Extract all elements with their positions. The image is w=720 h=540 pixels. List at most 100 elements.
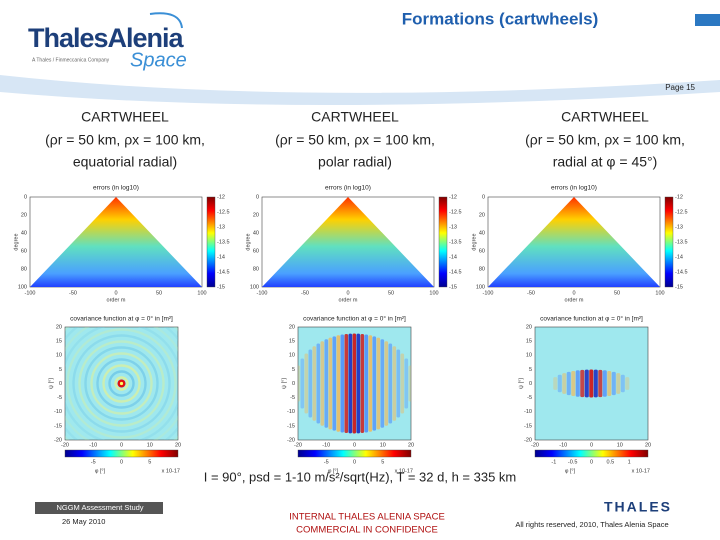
x-axis-label: order m [107, 297, 126, 303]
x-tick-label: -10 [89, 442, 97, 448]
x-tick-label: 10 [380, 442, 386, 448]
stripe [384, 341, 389, 426]
thales-logo: THALES [604, 499, 672, 515]
colorbar-tick: -14.5 [675, 269, 688, 275]
stripe [396, 349, 401, 418]
stripe [364, 334, 369, 433]
stripe [392, 346, 397, 421]
plot-title: errors (in log10) [93, 185, 139, 192]
stripe [607, 370, 612, 397]
ring [66, 328, 177, 439]
y-axis-label: ψ [°] [518, 378, 524, 389]
x-tick-label: -100 [482, 290, 493, 296]
stripe [584, 369, 589, 398]
plot-title: covariance function at φ = 0° in [m²] [540, 315, 643, 323]
y-tick-label: 20 [21, 212, 27, 218]
stripe [593, 369, 598, 398]
colorbar-tick: -15 [449, 284, 457, 290]
x-tick-label: 50 [614, 290, 620, 296]
covariance-pattern [298, 333, 411, 434]
stripe [380, 339, 385, 428]
y-tick-label: 40 [253, 230, 259, 236]
colorbar-tick: -5 [324, 459, 329, 465]
x-tick-label: 50 [156, 290, 162, 296]
stripe [376, 337, 381, 430]
colorbar-tick: -14.5 [217, 269, 230, 275]
rights: All rights reserved, 2010, Thales Alenia… [515, 520, 668, 529]
y-tick-label: 5 [59, 367, 62, 373]
stripe [320, 341, 325, 426]
column-params: (ρr = 50 km, ρx = 100 km, [45, 132, 205, 148]
notice-line: COMMERCIAL IN CONFIDENCE [296, 525, 438, 536]
logo-sub: Space [130, 49, 187, 71]
y-tick-label: 40 [21, 230, 27, 236]
stripe [575, 370, 580, 397]
stripe [352, 333, 357, 434]
y-tick-label: -15 [54, 423, 62, 429]
y-axis-label: degree [13, 233, 19, 250]
x-tick-label: 20 [175, 442, 181, 448]
colorbar-tick: -12.5 [217, 209, 230, 215]
column-detail: equatorial radial) [73, 154, 177, 170]
colorbar-exponent: x 10-17 [162, 468, 180, 474]
colorbar-tick: -0.5 [568, 459, 577, 465]
x-tick-label: 100 [655, 290, 664, 296]
x-tick-label: 100 [429, 290, 438, 296]
x-tick-label: 0 [572, 290, 575, 296]
y-axis-label: ψ [°] [48, 378, 54, 389]
colorbar-exponent: x 10-17 [395, 468, 413, 474]
colorbar-tick: -13 [675, 224, 683, 230]
colorbar [534, 449, 649, 458]
x-axis-label: φ [°] [565, 468, 576, 474]
stripe [324, 339, 329, 428]
plot-title: errors (in log10) [325, 185, 371, 192]
x-axis-label: φ [°] [328, 468, 339, 474]
x-tick-label: -20 [294, 442, 302, 448]
y-tick-label: 60 [21, 248, 27, 254]
stripe [408, 365, 411, 402]
x-tick-label: -10 [559, 442, 567, 448]
y-tick-label: -5 [290, 395, 295, 401]
y-tick-label: 0 [482, 194, 485, 200]
stripe [571, 370, 576, 397]
logo-arc [149, 12, 183, 29]
x-tick-label: -50 [301, 290, 309, 296]
header-accent [695, 14, 720, 26]
stripe [332, 336, 337, 431]
ring [102, 364, 141, 403]
y-tick-label: -15 [524, 423, 532, 429]
column-heading: CARTWHEEL [561, 109, 649, 125]
study-box [35, 502, 163, 514]
colorbar-tick: -12 [449, 194, 457, 200]
stripe [308, 349, 313, 418]
y-tick-label: 15 [289, 339, 295, 345]
colorbar-tick: -14 [449, 254, 457, 260]
x-tick-label: -20 [531, 442, 539, 448]
column-params: (ρr = 50 km, ρx = 100 km, [525, 132, 685, 148]
colorbar-tick: -13 [449, 224, 457, 230]
y-tick-label: -10 [54, 409, 62, 415]
date: 26 May 2010 [62, 517, 105, 526]
y-tick-label: 60 [253, 248, 259, 254]
logo-main: ThalesAlenia [28, 23, 185, 53]
colorbar-tick: -13 [217, 224, 225, 230]
stripe [616, 373, 621, 394]
colorbar-tick: -15 [675, 284, 683, 290]
y-tick-label: 80 [21, 266, 27, 272]
y-tick-label: -20 [287, 437, 295, 443]
column-heading: CARTWHEEL [81, 109, 169, 125]
stripe [368, 335, 373, 432]
x-tick-label: 10 [147, 442, 153, 448]
y-tick-label: 0 [529, 381, 532, 387]
column-detail: polar radial) [318, 154, 392, 170]
stripe [625, 377, 630, 390]
x-tick-label: 0 [120, 442, 123, 448]
colorbar-tick: -12 [675, 194, 683, 200]
x-tick-label: 100 [197, 290, 206, 296]
x-axis-label: order m [565, 297, 584, 303]
colorbar-tick: 0.5 [607, 459, 615, 465]
stripe [404, 358, 409, 409]
stripe [304, 353, 309, 414]
